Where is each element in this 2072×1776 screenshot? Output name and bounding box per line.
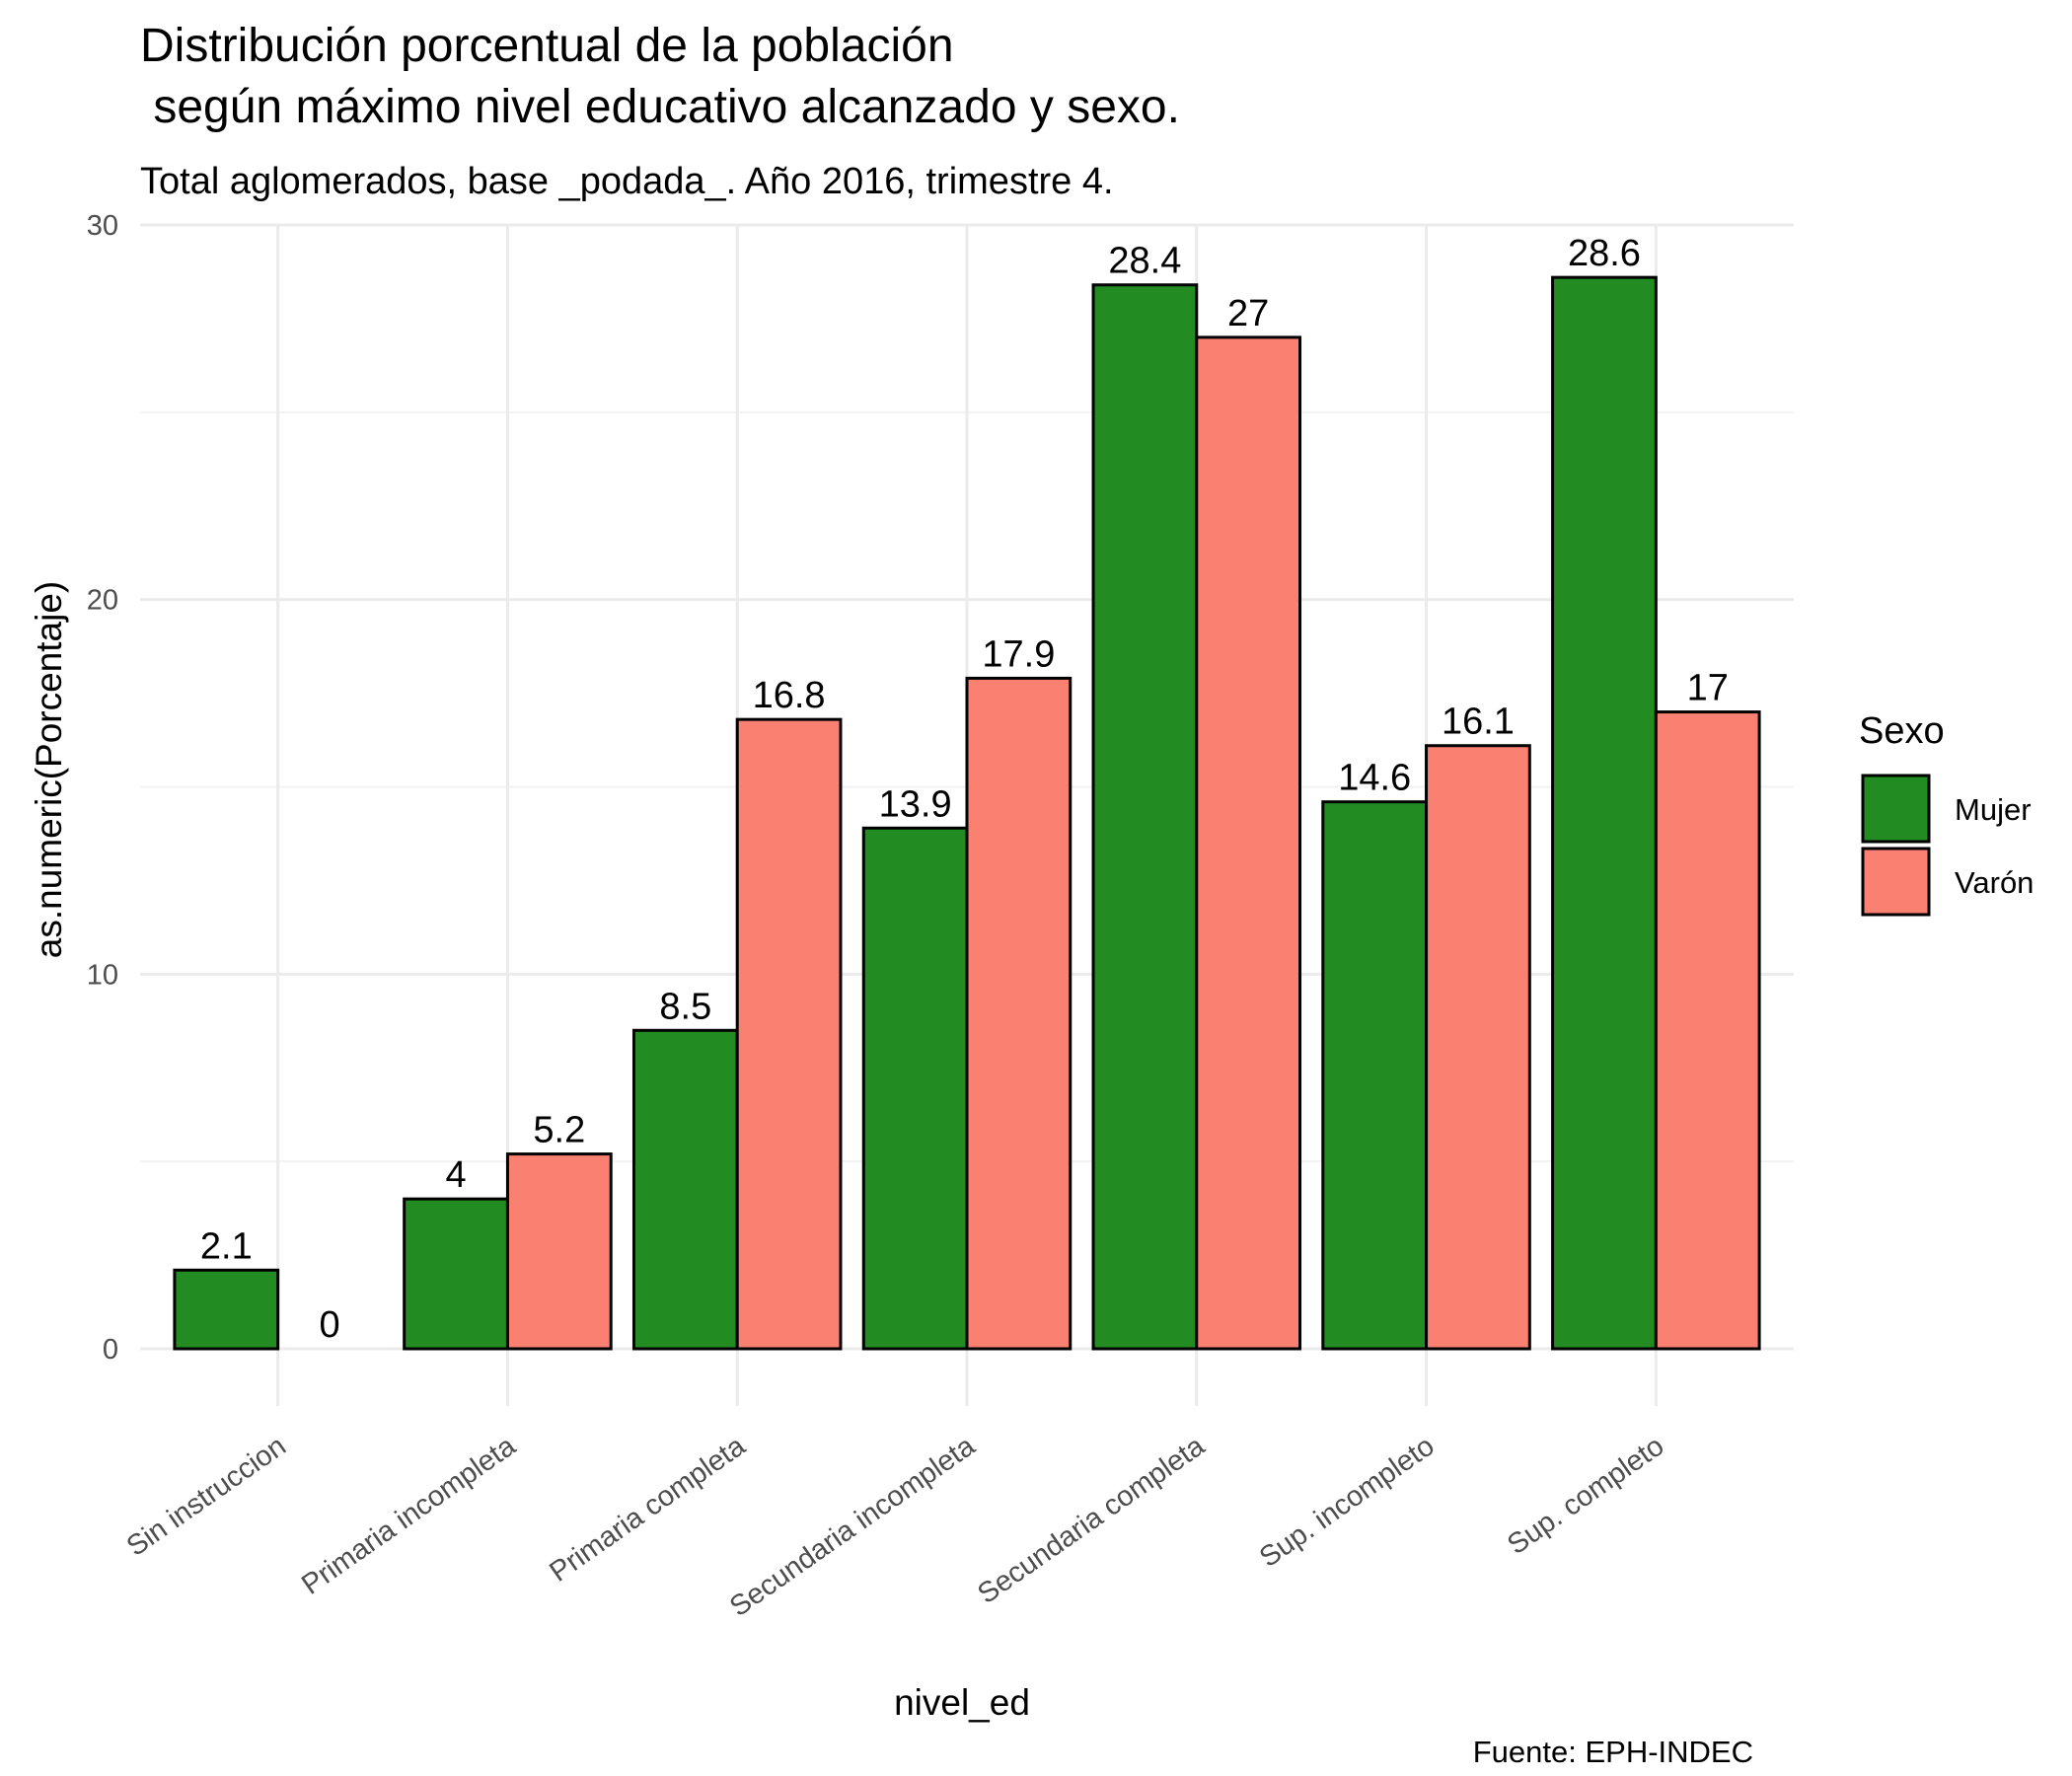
bar-mujer: [631, 1028, 739, 1351]
legend-label-varon: Varón: [1955, 865, 2034, 900]
bar-value-label: 0: [319, 1304, 339, 1346]
bar-value-label: 8.5: [659, 986, 711, 1027]
bar-varon: [505, 1152, 613, 1351]
y-tick-label: 20: [87, 585, 118, 617]
bar-mujer: [861, 826, 969, 1351]
chart-caption: Fuente: EPH-INDEC: [1473, 1735, 1753, 1769]
bar-varon: [1425, 744, 1531, 1351]
y-axis-title: as.numeric(Porcentaje): [29, 581, 69, 958]
bar-value-label: 4: [445, 1154, 466, 1196]
legend-key-varon: [1861, 847, 1931, 917]
legend-label-mujer: Mujer: [1955, 792, 2032, 827]
bar-value-label: 16.1: [1442, 702, 1515, 743]
y-tick-label: 0: [103, 1334, 118, 1366]
bar-value-label: 28.4: [1108, 241, 1181, 282]
bar-value-label: 28.6: [1568, 233, 1641, 274]
bar-varon: [1195, 335, 1302, 1351]
y-tick-label: 30: [87, 210, 118, 242]
legend: Sexo Mujer Varón: [1859, 710, 2034, 917]
bar-mujer: [403, 1197, 509, 1351]
y-axis-ticks: 0 10 20 30: [87, 210, 118, 1366]
chart-subtitle: Total aglomerados, base _podada_. Año 20…: [140, 161, 1114, 202]
bar-varon: [1654, 710, 1761, 1351]
bar-mujer: [173, 1268, 280, 1351]
bar-value-label: 27: [1227, 293, 1269, 334]
bar-mujer: [1321, 800, 1429, 1351]
y-tick-label: 10: [87, 959, 118, 991]
chart-title-line2: según máximo nivel educativo alcanzado y…: [140, 81, 1180, 133]
bar-varon: [735, 717, 843, 1351]
bar-mujer: [1551, 275, 1658, 1351]
bar-value-label: 16.8: [753, 675, 826, 716]
bar-varon: [965, 676, 1073, 1351]
bar-value-label: 13.9: [879, 783, 952, 825]
legend-title: Sexo: [1859, 710, 1945, 752]
bars: [173, 275, 1761, 1351]
bar-value-label: 17: [1687, 668, 1729, 709]
bar-value-label: 14.6: [1338, 758, 1411, 799]
x-axis-title: nivel_ed: [894, 1682, 1030, 1723]
bar-mujer: [1091, 283, 1199, 1351]
legend-key-mujer: [1861, 774, 1931, 844]
chart-title-line1: Distribución porcentual de la población: [140, 20, 954, 72]
bar-value-label: 2.1: [200, 1225, 253, 1267]
bar-labels: 2.1 0 4 5.2 8.5 16.8 13.9 17.9 28.4 27 14.6 16.1 28.…: [200, 233, 1729, 1346]
bar-value-label: 17.9: [982, 633, 1055, 675]
bar-value-label: 5.2: [533, 1110, 585, 1151]
